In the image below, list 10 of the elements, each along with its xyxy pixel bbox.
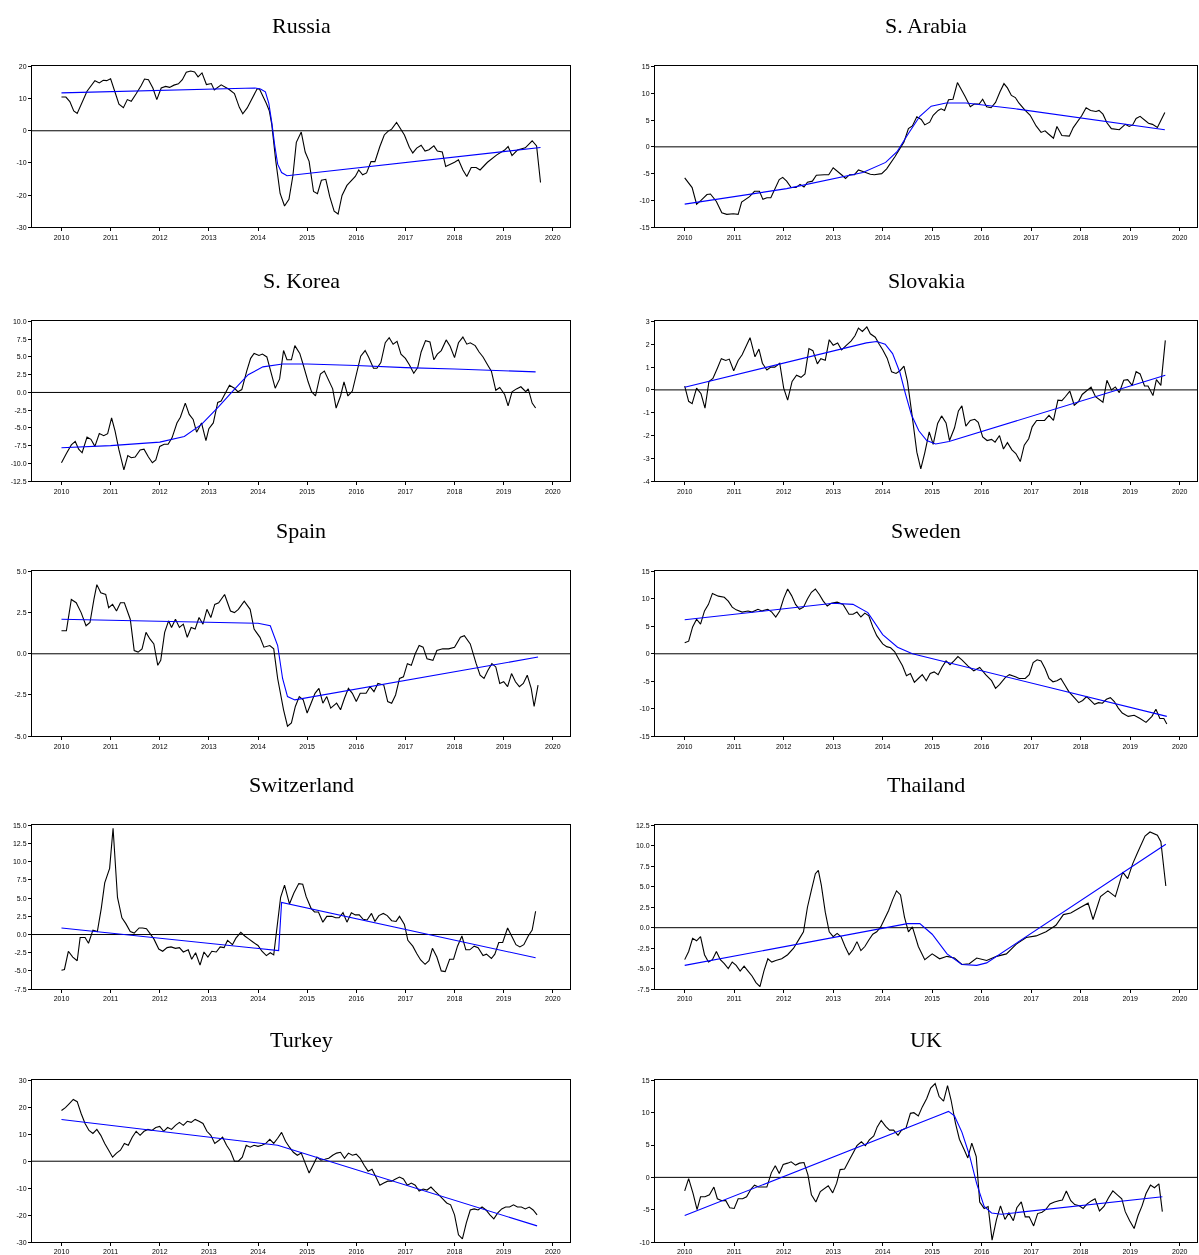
chart-title: Switzerland [249, 772, 355, 797]
chart-title: S. Arabia [885, 13, 968, 38]
chart-title: Sweden [891, 518, 961, 543]
chart-title: Russia [272, 13, 331, 38]
chart-title: Thailand [887, 772, 966, 797]
chart-title: Turkey [270, 1027, 333, 1052]
chart-title: S. Korea [263, 268, 341, 293]
chart-title: Slovakia [888, 268, 966, 293]
chart-title: UK [910, 1027, 942, 1052]
chart-title: Spain [276, 518, 327, 543]
